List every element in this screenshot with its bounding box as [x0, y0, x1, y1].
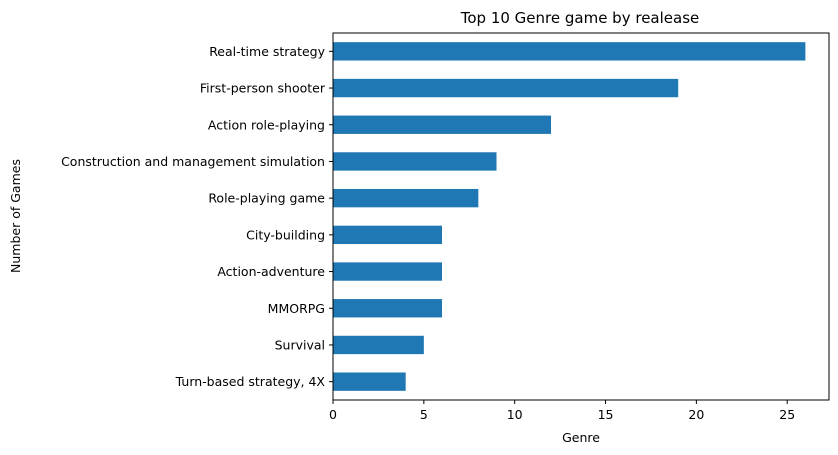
- y-tick-label: Role-playing game: [208, 191, 325, 206]
- y-tick-label: Survival: [275, 337, 325, 352]
- plot-frame: [332, 32, 830, 401]
- x-tick-label: 15: [598, 407, 614, 422]
- bar-6: [333, 262, 443, 281]
- y-axis-ticks: Real-time strategy First-person shooter Ac…: [61, 44, 333, 389]
- bar-2: [333, 115, 552, 134]
- y-tick-label: City-building: [246, 227, 325, 242]
- bar-5: [333, 225, 443, 245]
- y-tick-label: Action-adventure: [217, 264, 325, 279]
- y-tick-label: Construction and management simulation: [61, 154, 325, 169]
- x-tick-label: 5: [420, 407, 428, 422]
- bar-1: [333, 78, 679, 98]
- bar-3: [333, 152, 497, 171]
- y-tick-label: First-person shooter: [200, 81, 326, 96]
- y-axis-label: Number of Games: [8, 159, 23, 273]
- y-tick-label: Action role-playing: [208, 117, 325, 132]
- bar-4: [333, 188, 479, 208]
- bar-7: [333, 299, 443, 318]
- y-tick-label: Turn-based strategy, 4X: [175, 374, 326, 389]
- x-tick-label: 10: [507, 407, 523, 422]
- bar-9: [333, 372, 406, 391]
- y-tick-label: Real-time strategy: [209, 44, 325, 59]
- x-axis-label: Genre: [562, 430, 600, 445]
- bar-0: [333, 42, 806, 61]
- x-tick-label: 0: [329, 407, 337, 422]
- x-tick-label: 20: [688, 407, 704, 422]
- chart-title: Top 10 Genre game by realease: [460, 9, 700, 27]
- y-tick-label: MMORPG: [268, 301, 325, 316]
- bar-8: [333, 335, 424, 355]
- x-tick-label: 25: [779, 407, 795, 422]
- bars-group: [333, 42, 806, 391]
- x-axis-ticks: 0 5 10 15 20 25: [329, 400, 795, 422]
